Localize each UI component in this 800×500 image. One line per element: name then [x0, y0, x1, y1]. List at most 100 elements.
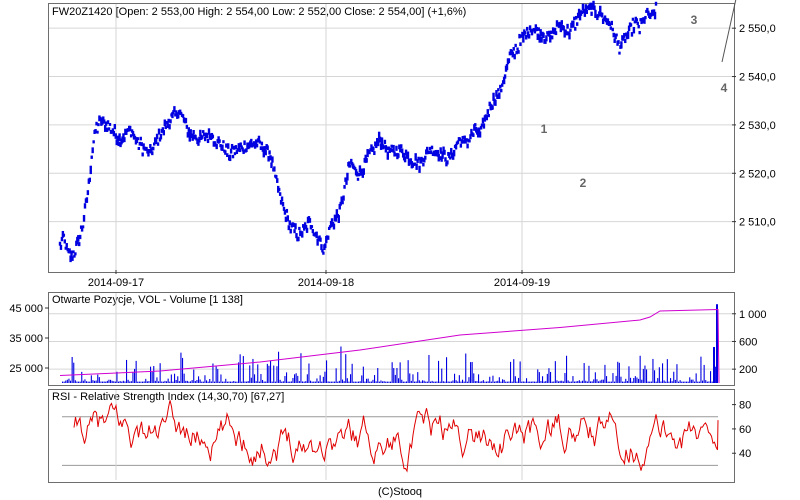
- volume-bar: [89, 381, 91, 383]
- volume-bar: [458, 375, 460, 383]
- price-candle: [483, 115, 487, 122]
- volume-bar: [270, 360, 272, 383]
- price-y-tick-label: 2 540,0: [739, 72, 776, 84]
- price-candle: [222, 140, 225, 144]
- price-candle: [632, 26, 636, 34]
- price-candle: [378, 136, 382, 143]
- volume-bar: [487, 381, 489, 383]
- price-candle: [234, 145, 238, 150]
- price-candle: [596, 16, 599, 21]
- rsi-panel: [48, 389, 735, 483]
- volume-bar: [558, 381, 560, 383]
- price-candle: [71, 256, 74, 261]
- price-candle: [472, 133, 475, 137]
- price-candle: [68, 248, 71, 254]
- volume-bar: [222, 381, 224, 383]
- volume-bar: [105, 381, 107, 383]
- volume-bar: [546, 373, 548, 383]
- volume-bar: [263, 381, 265, 383]
- volume-bar: [698, 381, 700, 383]
- price-candle: [172, 110, 175, 115]
- price-candle: [389, 147, 392, 153]
- price-candle: [449, 156, 452, 160]
- price-candle: [473, 124, 476, 131]
- volume-bar: [199, 379, 201, 383]
- price-candle: [356, 177, 360, 181]
- volume-bar: [364, 381, 366, 383]
- volume-bar: [162, 381, 164, 383]
- volume-bar: [273, 365, 275, 383]
- price-candle: [304, 225, 308, 229]
- price-candle: [277, 187, 281, 192]
- price-candle: [218, 139, 221, 143]
- volume-bar: [188, 381, 190, 383]
- price-candle: [298, 226, 301, 231]
- price-candle: [276, 178, 279, 183]
- volume-bar: [121, 381, 123, 383]
- volume-bar: [524, 381, 526, 383]
- volume-bar: [74, 380, 76, 383]
- volume-bar: [588, 365, 590, 383]
- volume-bar: [473, 373, 475, 383]
- volume-bar: [620, 376, 622, 383]
- price-candle: [330, 218, 334, 222]
- price-candle: [133, 135, 137, 140]
- price-candle: [308, 218, 312, 223]
- volume-bar: [322, 376, 324, 383]
- price-y-tick-label: 2 520,0: [739, 168, 776, 180]
- volume-bar: [495, 381, 497, 383]
- volume-bar: [295, 373, 297, 383]
- price-candle: [243, 140, 246, 146]
- volume-bar: [174, 373, 176, 383]
- price-candle: [416, 159, 419, 163]
- price-candle: [91, 147, 94, 154]
- price-candle: [252, 142, 255, 147]
- volume-bar: [433, 381, 435, 383]
- price-candle: [401, 148, 404, 154]
- price-candle: [454, 143, 458, 150]
- price-candle: [536, 33, 539, 41]
- price-candle: [617, 40, 620, 45]
- price-candle: [63, 239, 67, 244]
- price-candle: [315, 231, 318, 239]
- volume-bar: [575, 381, 577, 383]
- volume-bar: [681, 381, 683, 383]
- volume-bar: [566, 355, 568, 383]
- price-candle: [638, 30, 641, 35]
- price-candle: [260, 141, 264, 146]
- price-candle: [139, 136, 142, 141]
- volume-left-tick-label: 25 000: [9, 363, 43, 375]
- price-candle: [242, 149, 245, 155]
- price-candle: [245, 148, 248, 153]
- volume-bar: [122, 380, 124, 383]
- price-candle: [575, 22, 579, 26]
- price-candle: [478, 131, 482, 138]
- volume-bar: [582, 380, 584, 383]
- price-candle: [155, 133, 159, 140]
- price-candle: [499, 84, 502, 89]
- volume-bar: [425, 381, 427, 383]
- price-candle: [373, 151, 376, 156]
- price-candle: [237, 143, 240, 151]
- price-candle: [635, 18, 638, 22]
- price-candle: [500, 88, 503, 93]
- volume-bar: [702, 380, 704, 383]
- volume-bar: [530, 381, 532, 383]
- volume-bar: [532, 381, 534, 383]
- price-candle: [72, 250, 75, 254]
- volume-bar: [399, 362, 401, 383]
- price-candle: [153, 142, 156, 146]
- price-candle: [514, 43, 517, 48]
- price-candle: [152, 146, 155, 151]
- volume-bar: [71, 356, 73, 383]
- price-candle: [498, 92, 501, 99]
- price-candle: [92, 140, 95, 144]
- price-candle: [500, 83, 504, 87]
- volume-bar: [345, 354, 347, 383]
- volume-bar: [130, 381, 132, 383]
- volume-bar: [326, 360, 328, 383]
- volume-bar: [114, 381, 116, 383]
- volume-bar: [420, 381, 422, 383]
- volume-bar: [330, 381, 332, 383]
- volume-bar: [626, 380, 628, 383]
